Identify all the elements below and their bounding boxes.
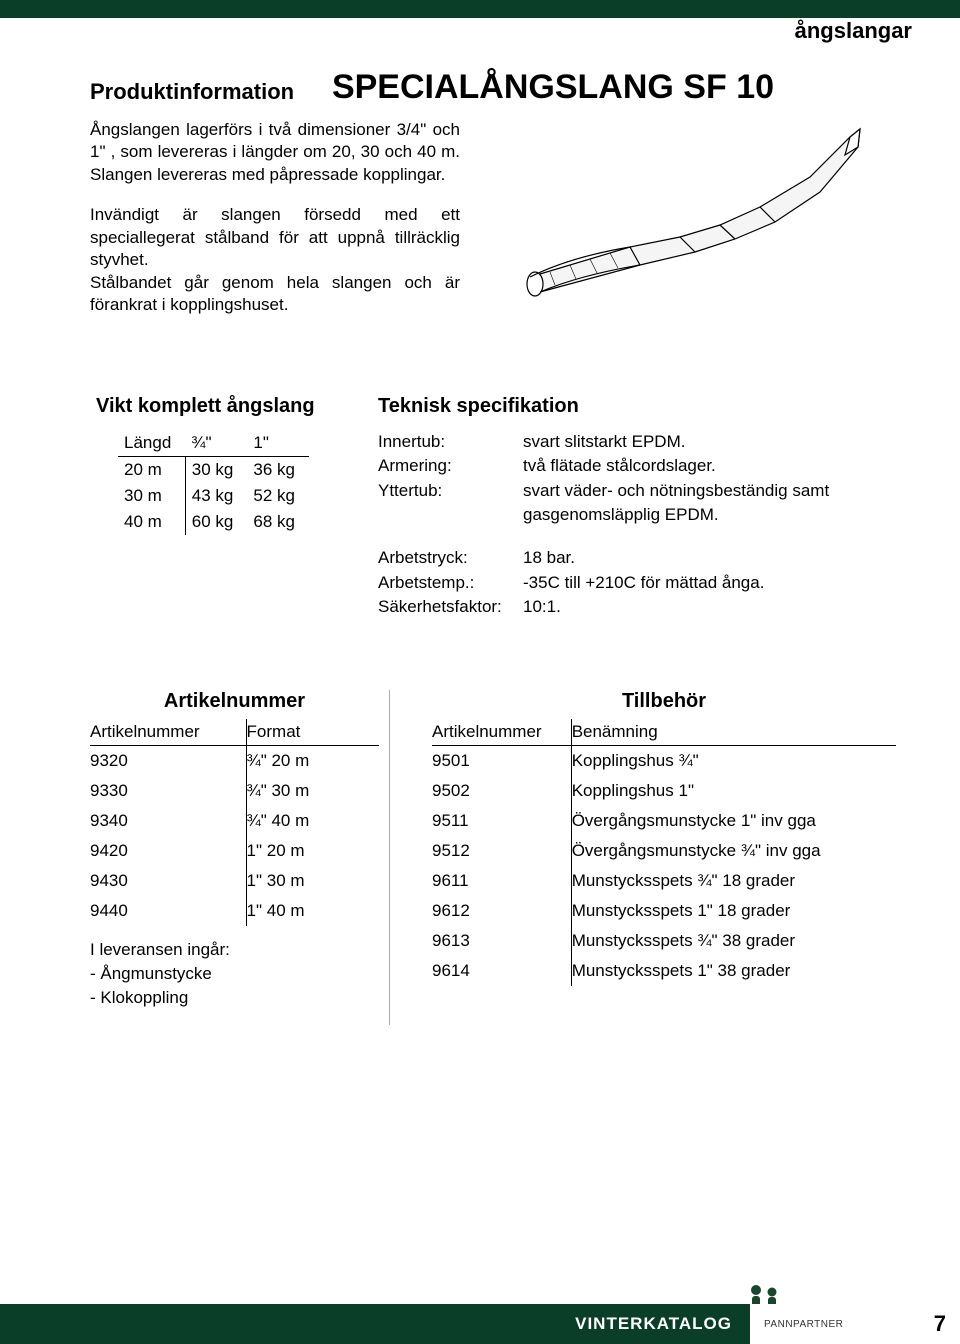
table-row: 9612Munstycksspets 1" 18 grader xyxy=(432,896,896,926)
table-row: 9614Munstycksspets 1" 38 grader xyxy=(432,956,896,986)
spec-row: Armering:två flätade stålcordslager. xyxy=(378,454,896,479)
product-info-block: Produktinformation Ångslangen lagerförs … xyxy=(90,107,460,335)
table-row: 9502Kopplingshus 1" xyxy=(432,776,896,806)
page-number: 7 xyxy=(934,1311,946,1337)
articles-heading: Artikelnummer xyxy=(90,690,379,713)
footer: VINTERKATALOG PANNPARTNER 7 xyxy=(0,1304,960,1344)
table-row: 9330¾" 30 m xyxy=(90,776,379,806)
delivery-item: - Ångmunstycke xyxy=(90,962,379,986)
articles-col-1: Format xyxy=(246,719,379,746)
spec-row: Yttertub:svart väder- och nötningsbestän… xyxy=(378,479,896,528)
articles-block: Artikelnummer ArtikelnummerFormat 9320¾"… xyxy=(90,690,390,1025)
spec-row: Innertub:svart slitstarkt EPDM. xyxy=(378,430,896,455)
product-info-para3: Stålbandet går genom hela slangen och är… xyxy=(90,272,460,317)
spec-row: Arbetstryck:18 bar. xyxy=(378,546,896,571)
category-label: ångslangar xyxy=(795,18,912,44)
top-row: Produktinformation Ångslangen lagerförs … xyxy=(90,107,896,335)
header-bar xyxy=(0,0,960,18)
bottom-row: Artikelnummer ArtikelnummerFormat 9320¾"… xyxy=(90,690,896,1025)
spec-row: Arbetstemp.:-35C till +210C för mättad å… xyxy=(378,571,896,596)
accessories-table: ArtikelnummerBenämning 9501Kopplingshus … xyxy=(432,719,896,986)
weight-block: Vikt komplett ångslang Längd ¾" 1" 20 m3… xyxy=(90,395,350,620)
table-row: 9320¾" 20 m xyxy=(90,745,379,776)
table-row: 9511Övergångsmunstycke 1" inv gga xyxy=(432,806,896,836)
weight-col-1: ¾" xyxy=(185,430,247,457)
product-info-para1: Ångslangen lagerförs i två dimensioner 3… xyxy=(90,119,460,186)
product-info-heading: Produktinformation xyxy=(90,79,460,105)
spec-block: Teknisk specifikation Innertub:svart sli… xyxy=(378,395,896,620)
product-info-para2: Invändigt är slangen försedd med ett spe… xyxy=(90,204,460,271)
table-row: 94401" 40 m xyxy=(90,896,379,926)
spec-heading: Teknisk specifikation xyxy=(378,395,896,418)
table-row: 94201" 20 m xyxy=(90,836,379,866)
mid-row: Vikt komplett ångslang Längd ¾" 1" 20 m3… xyxy=(90,395,896,620)
table-row: 94301" 30 m xyxy=(90,866,379,896)
page-content: SPECIALÅNGSLANG SF 10 Produktinformation… xyxy=(0,68,960,1025)
footer-right: PANNPARTNER 7 xyxy=(750,1304,960,1344)
weight-table: Längd ¾" 1" 20 m30 kg36 kg 30 m43 kg52 k… xyxy=(118,430,309,535)
footer-catalog-label: VINTERKATALOG xyxy=(0,1304,750,1344)
table-row: 20 m30 kg36 kg xyxy=(118,456,309,483)
acc-col-1: Benämning xyxy=(571,719,896,746)
weight-col-0: Längd xyxy=(118,430,185,457)
table-row: 9340¾" 40 m xyxy=(90,806,379,836)
spec-row: Säkerhetsfaktor:10:1. xyxy=(378,595,896,620)
weight-col-2: 1" xyxy=(247,430,309,457)
delivery-heading: I leveransen ingår: xyxy=(90,938,379,962)
table-row: 9613Munstycksspets ¾" 38 grader xyxy=(432,926,896,956)
articles-table: ArtikelnummerFormat 9320¾" 20 m 9330¾" 3… xyxy=(90,719,379,926)
table-row: 9512Övergångsmunstycke ¾" inv gga xyxy=(432,836,896,866)
brand-label: PANNPARTNER xyxy=(764,1319,843,1330)
acc-col-0: Artikelnummer xyxy=(432,719,571,746)
weight-heading: Vikt komplett ångslang xyxy=(90,395,350,418)
articles-col-0: Artikelnummer xyxy=(90,719,246,746)
delivery-item: - Klokoppling xyxy=(90,986,379,1010)
hose-illustration xyxy=(500,107,870,307)
table-row: 9611Munstycksspets ¾" 18 grader xyxy=(432,866,896,896)
table-row: 30 m43 kg52 kg xyxy=(118,483,309,509)
table-row: 40 m60 kg68 kg xyxy=(118,509,309,535)
delivery-info: I leveransen ingår: - Ångmunstycke - Klo… xyxy=(90,938,379,1009)
accessories-heading: Tillbehör xyxy=(432,690,896,713)
accessories-block: Tillbehör ArtikelnummerBenämning 9501Kop… xyxy=(432,690,896,1025)
table-row: 9501Kopplingshus ¾" xyxy=(432,745,896,776)
